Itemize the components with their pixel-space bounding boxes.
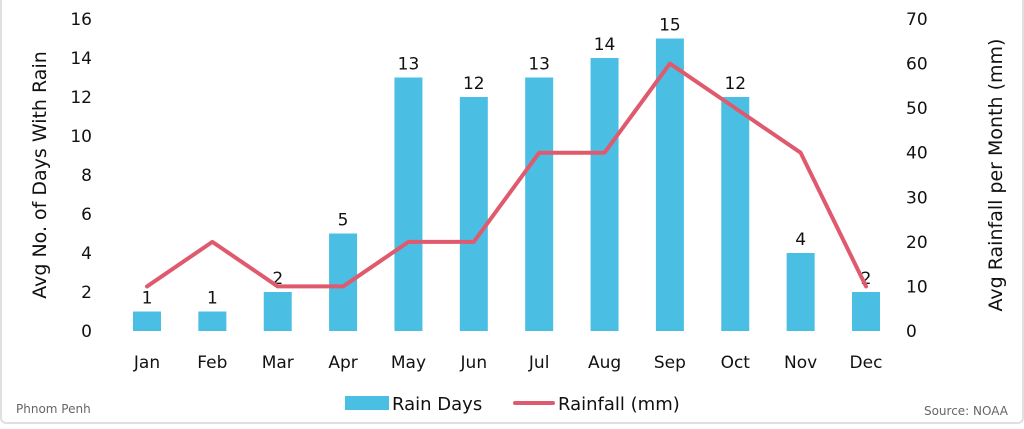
y2-tick-label: 60 [906, 55, 928, 75]
bar-rain-days [459, 97, 488, 331]
legend-label-rain-days: Rain Days [392, 394, 482, 415]
bar-rain-days [329, 233, 358, 331]
legend-swatch-rain-days [345, 396, 389, 410]
y2-tick-label: 20 [906, 233, 928, 253]
y2-tick-label: 70 [906, 10, 928, 30]
x-tick-label: Jan [133, 353, 160, 373]
x-tick-label: Jun [460, 353, 488, 373]
y2-tick-label: 30 [906, 188, 928, 208]
bar-data-label: 4 [795, 230, 806, 250]
x-tick-label: Oct [721, 353, 751, 373]
x-tick-label: Mar [262, 353, 294, 373]
bar-rain-days [525, 77, 554, 331]
legend: Rain Days Rainfall (mm) [345, 394, 680, 415]
y-tick-label: 6 [81, 205, 92, 225]
bar-rain-days [263, 292, 292, 331]
y-tick-label: 8 [81, 166, 92, 186]
bar-rain-days [786, 253, 815, 331]
y2-tick-label: 10 [906, 277, 928, 297]
x-tick-label: Feb [197, 353, 227, 373]
y2-tick-label: 40 [906, 144, 928, 164]
bar-data-label: 13 [528, 55, 550, 75]
bar-data-label: 1 [207, 289, 218, 309]
y-tick-label: 14 [70, 49, 92, 69]
rainfall-line [145, 61, 868, 289]
legend-label-rainfall: Rainfall (mm) [558, 394, 680, 415]
location-label: Phnom Penh [16, 402, 91, 416]
bar-data-label: 15 [659, 16, 681, 36]
x-tick-label: Nov [784, 353, 817, 373]
x-tick-label: Aug [588, 353, 621, 373]
y-axis-title: Avg No. of Days With Rain [29, 51, 51, 299]
y2-axis-title: Avg Rainfall per Month (mm) [985, 39, 1007, 312]
bar-rain-days [721, 97, 750, 331]
y-tick-label: 12 [70, 88, 92, 108]
x-tick-label: Apr [328, 353, 357, 373]
y-tick-label: 4 [81, 244, 92, 264]
y-tick-label: 10 [70, 127, 92, 147]
source-label: Source: NOAA [923, 404, 1008, 418]
x-tick-label: Dec [850, 353, 883, 373]
bar-data-label: 5 [338, 211, 349, 231]
bar-rain-days [198, 311, 227, 331]
bar-rain-days [394, 77, 423, 331]
y-tick-label: 2 [81, 283, 92, 303]
bar-data-label: 14 [594, 35, 616, 55]
y-tick-label: 16 [70, 10, 92, 30]
bar-data-label: 12 [724, 74, 746, 94]
x-tick-label: Sep [654, 353, 686, 373]
bar-data-label: 12 [463, 74, 485, 94]
bar-rain-days [590, 58, 619, 331]
bar-rain-days [133, 311, 161, 331]
bar-rain-days [655, 38, 684, 331]
y2-tick-label: 50 [906, 99, 928, 119]
y2-tick-label: 0 [906, 322, 917, 342]
x-tick-label: May [391, 353, 426, 373]
bar-rain-days [852, 292, 880, 331]
y-tick-label: 0 [81, 322, 92, 342]
bar-data-label: 1 [142, 289, 153, 309]
x-tick-label: Jul [528, 353, 550, 373]
bar-data-label: 2 [861, 269, 872, 289]
bar-data-label: 2 [272, 269, 283, 289]
bar-data-label: 13 [398, 55, 420, 75]
